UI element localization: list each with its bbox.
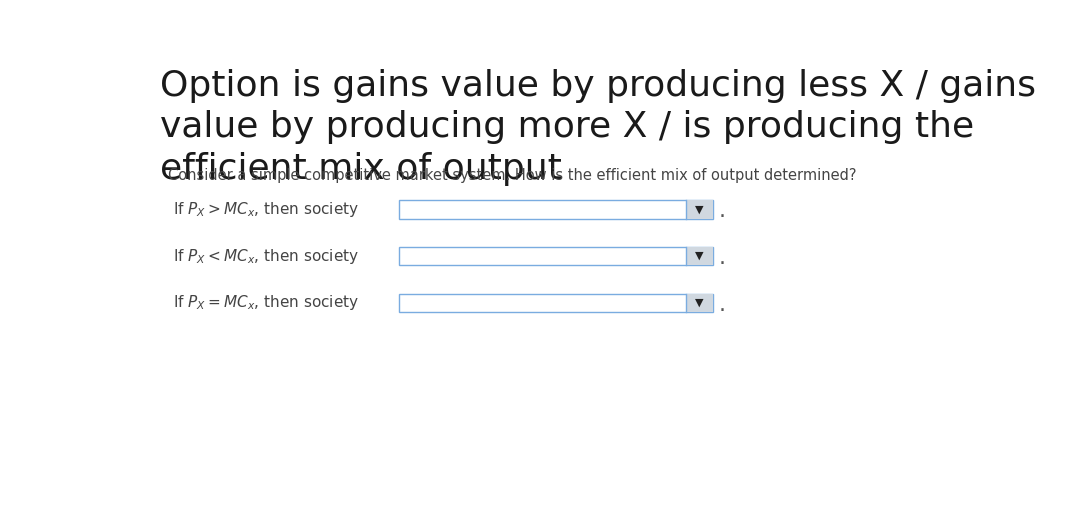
FancyBboxPatch shape — [399, 200, 713, 219]
Text: Option is gains value by producing less X / gains
value by producing more X / is: Option is gains value by producing less … — [160, 68, 1036, 186]
Text: If $P_X$$>$$MC_x$, then society: If $P_X$$>$$MC_x$, then society — [173, 200, 359, 219]
Bar — [686, 294, 713, 312]
Bar — [686, 200, 713, 219]
Bar — [686, 247, 713, 265]
Text: If $P_X$$<$$MC_x$, then society: If $P_X$$<$$MC_x$, then society — [173, 246, 359, 266]
FancyBboxPatch shape — [399, 247, 713, 265]
Text: ▼: ▼ — [694, 204, 703, 214]
Text: .: . — [718, 248, 726, 268]
Text: ▼: ▼ — [694, 251, 703, 261]
Text: .: . — [718, 295, 726, 315]
FancyBboxPatch shape — [399, 294, 713, 312]
Text: ▼: ▼ — [694, 298, 703, 308]
Text: If $P_X$$=$$MC_x$, then society: If $P_X$$=$$MC_x$, then society — [173, 294, 359, 312]
Text: Consider a simple competitive market system. How is the efficient mix of output : Consider a simple competitive market sys… — [168, 168, 858, 183]
Text: .: . — [718, 201, 726, 221]
